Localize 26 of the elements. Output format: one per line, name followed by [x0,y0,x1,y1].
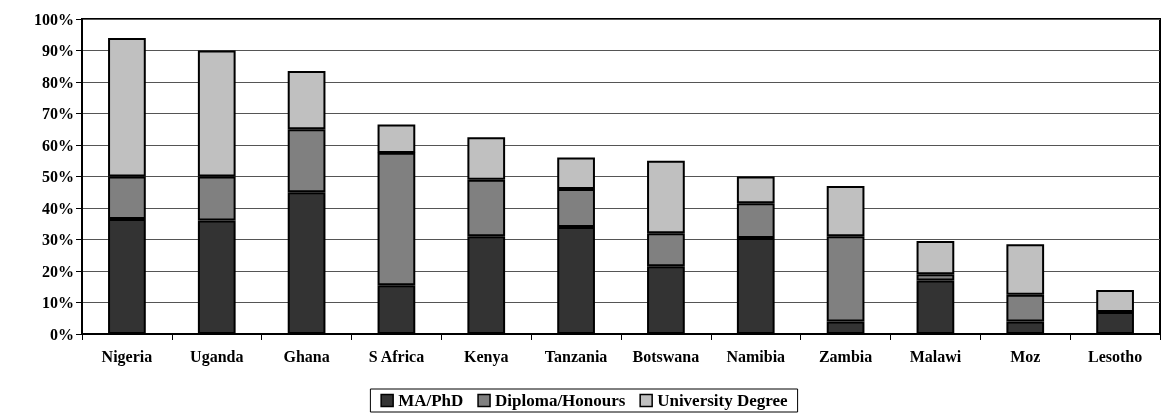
y-tick-label: 40% [42,199,74,217]
y-tick-label: 0% [50,325,74,343]
y-tick-label: 70% [42,105,74,122]
x-tick-label: Moz [1010,347,1041,365]
x-tick-label: Namibia [726,347,786,365]
x-tick-label: Botswana [632,347,700,365]
legend-label: University Degree [657,391,789,410]
x-tick-label: Ghana [283,347,330,365]
x-tick-label: Zambia [818,347,873,365]
x-tick-label: Malawi [909,347,962,365]
y-tick-label: 30% [42,231,74,248]
y-tick-label: 80% [42,73,74,91]
x-tick-label: S Africa [368,347,425,365]
y-tick-label: 90% [42,42,74,59]
y-tick-label: 10% [42,294,74,311]
y-tick-label: 100% [34,10,74,28]
y-tick-label: 50% [42,168,74,185]
legend-label: Diploma/Honours [495,391,626,410]
legend-label: MA/PhD [398,391,464,410]
y-tick-label: 20% [42,262,74,280]
x-tick-label: Tanzania [544,347,608,365]
y-tick-label: 60% [42,136,74,154]
x-tick-label: Uganda [190,347,244,366]
x-tick-label: Lesotho [1087,347,1143,365]
x-tick-label: Kenya [464,347,509,366]
x-tick-label: Nigeria [101,347,153,366]
